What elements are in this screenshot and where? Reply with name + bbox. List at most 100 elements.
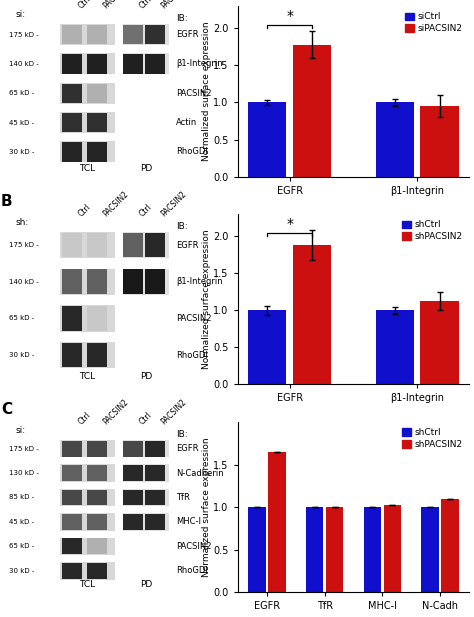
Text: Ctrl: Ctrl — [76, 410, 92, 426]
Bar — [62, 489, 82, 505]
Text: Ctrl: Ctrl — [137, 202, 154, 218]
Bar — [87, 270, 107, 294]
Bar — [123, 53, 170, 75]
Bar — [87, 539, 107, 554]
Bar — [60, 537, 115, 555]
Bar — [60, 112, 115, 133]
Text: β1-Integrin: β1-Integrin — [176, 59, 222, 68]
Text: 45 kD -: 45 kD - — [9, 519, 35, 525]
Text: TCL: TCL — [79, 164, 95, 173]
Bar — [145, 270, 164, 294]
Bar — [62, 441, 82, 457]
Text: MHC-I: MHC-I — [176, 518, 201, 526]
Bar — [87, 233, 107, 257]
Bar — [145, 25, 164, 44]
Text: PACSIN2: PACSIN2 — [101, 189, 130, 218]
Text: Ctrl: Ctrl — [76, 202, 92, 218]
Bar — [123, 268, 170, 295]
Bar — [62, 25, 82, 44]
Bar — [60, 562, 115, 579]
Bar — [145, 465, 164, 481]
Bar — [60, 489, 115, 507]
Text: PACSIN2: PACSIN2 — [159, 397, 188, 426]
Bar — [87, 342, 107, 367]
Text: EGFR: EGFR — [176, 30, 198, 39]
Bar — [376, 102, 414, 176]
Bar — [420, 106, 459, 176]
Bar — [62, 142, 82, 162]
Bar — [60, 342, 115, 368]
Text: si:: si: — [16, 10, 26, 19]
Bar — [248, 102, 286, 176]
Text: 175 kD -: 175 kD - — [9, 31, 39, 38]
Text: IB:: IB: — [176, 429, 187, 439]
Bar — [62, 54, 82, 73]
Text: *: * — [286, 217, 293, 231]
Bar — [123, 514, 143, 530]
Bar — [123, 513, 170, 531]
Bar — [87, 563, 107, 579]
Bar — [364, 507, 381, 592]
Bar — [376, 310, 414, 384]
Text: PD: PD — [140, 164, 153, 173]
Bar — [123, 232, 170, 259]
Bar — [87, 83, 107, 103]
Bar — [123, 270, 143, 294]
Text: EGFR: EGFR — [176, 241, 198, 250]
Bar — [87, 54, 107, 73]
Bar — [60, 232, 115, 259]
Bar — [60, 440, 115, 457]
Text: PACSIN2: PACSIN2 — [159, 0, 188, 10]
Text: 65 kD -: 65 kD - — [9, 90, 35, 96]
Bar — [123, 440, 170, 457]
Bar — [248, 507, 265, 592]
Text: C: C — [1, 402, 12, 417]
Bar — [87, 514, 107, 530]
Text: PACSIN2: PACSIN2 — [176, 542, 211, 551]
Bar — [123, 233, 143, 257]
Text: PACSIN2: PACSIN2 — [101, 397, 130, 426]
Text: β1-Integrin: β1-Integrin — [176, 277, 222, 286]
Bar — [293, 245, 331, 384]
Text: Actin: Actin — [176, 118, 197, 127]
Bar — [145, 54, 164, 73]
Bar — [123, 441, 143, 457]
Text: 65 kD -: 65 kD - — [9, 544, 35, 549]
Bar — [123, 465, 143, 481]
Bar — [62, 83, 82, 103]
Bar — [60, 83, 115, 104]
Bar — [145, 514, 164, 530]
Text: A: A — [1, 0, 13, 1]
Bar — [123, 25, 143, 44]
Text: 130 kD -: 130 kD - — [9, 470, 39, 476]
Bar — [421, 507, 438, 592]
Bar — [60, 141, 115, 162]
Bar — [145, 489, 164, 505]
Text: IB:: IB: — [176, 222, 187, 231]
Text: 65 kD -: 65 kD - — [9, 315, 35, 321]
Bar — [87, 306, 107, 331]
Y-axis label: Normalized surface expression: Normalized surface expression — [201, 22, 210, 161]
Legend: siCtrl, siPACSIN2: siCtrl, siPACSIN2 — [403, 10, 465, 35]
Bar — [60, 513, 115, 531]
Text: 30 kD -: 30 kD - — [9, 352, 35, 358]
Text: TCL: TCL — [79, 580, 95, 589]
Bar — [62, 113, 82, 132]
Bar — [62, 233, 82, 257]
Bar — [123, 489, 143, 505]
Text: RhoGDI: RhoGDI — [176, 147, 208, 156]
Y-axis label: Normalized surface expression: Normalized surface expression — [201, 437, 210, 577]
Text: 175 kD -: 175 kD - — [9, 242, 39, 248]
Text: Ctrl: Ctrl — [137, 410, 154, 426]
Text: RhoGDI: RhoGDI — [176, 566, 208, 575]
Text: PACSIN2: PACSIN2 — [176, 314, 211, 323]
Text: PACSIN2: PACSIN2 — [101, 0, 130, 10]
Bar — [123, 464, 170, 482]
Bar — [306, 507, 323, 592]
Bar — [384, 505, 401, 592]
Text: TCL: TCL — [79, 372, 95, 381]
Text: sh:: sh: — [16, 218, 29, 227]
Bar — [268, 452, 286, 592]
Bar — [62, 539, 82, 554]
Text: PACSIN2: PACSIN2 — [176, 89, 211, 97]
